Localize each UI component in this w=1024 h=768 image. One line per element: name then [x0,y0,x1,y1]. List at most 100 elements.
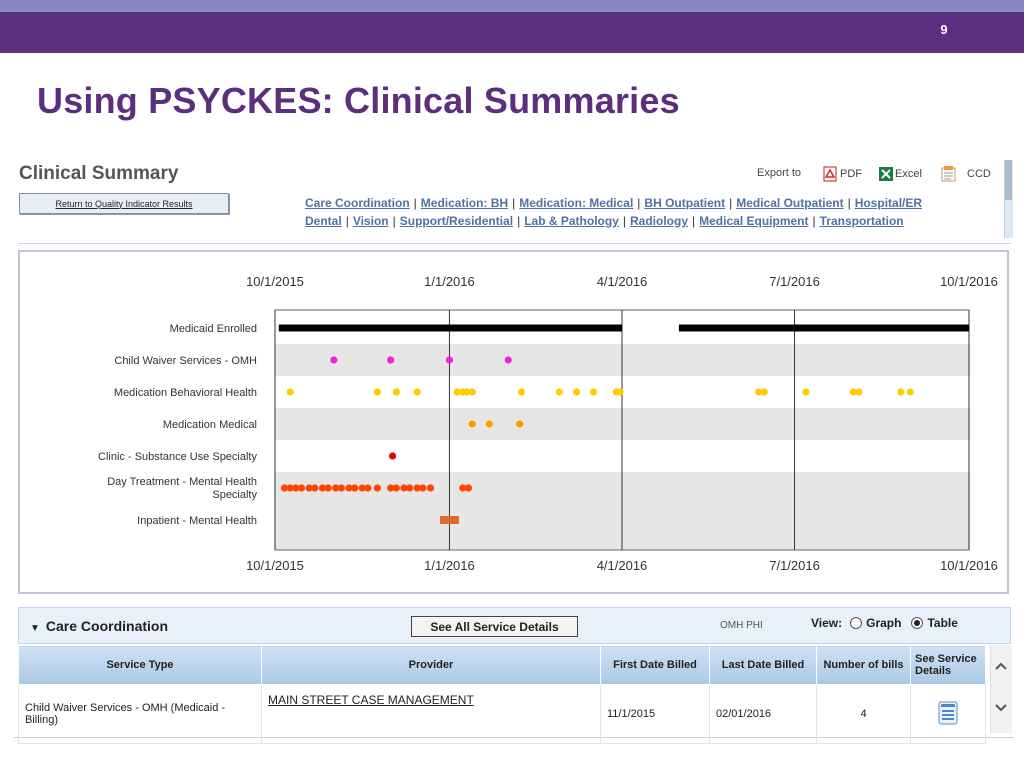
timeline-service-dot [419,484,427,492]
table-header-row: Service Type Provider First Date Billed … [18,645,986,685]
timeline-top-tick-label: 7/1/2016 [769,274,820,289]
timeline-service-dot [426,484,435,492]
ccd-icon [941,166,956,182]
timeline-service-dot [413,388,421,396]
timeline-bar-segment [278,324,622,332]
timeline-service-dot [468,420,476,428]
cell-service-type: Child Waiver Services - OMH (Medicaid - … [18,684,262,744]
cell-see-details [910,684,986,744]
collapse-triangle-icon[interactable]: ▼ [30,623,40,634]
timeline-row-label: Specialty [212,489,257,501]
timeline-bottom-tick-label: 7/1/2016 [769,558,820,573]
timeline-service-dot [897,388,905,396]
timeline-service-dot [292,484,300,492]
export-excel-label: Excel [895,168,922,180]
timeline-row-label: Medicaid Enrolled [170,323,257,335]
provider-link[interactable]: MAIN STREET CASE MANAGEMENT [268,693,474,707]
column-provider: Provider [261,645,601,685]
timeline-row-label: Clinic - Substance Use Specialty [98,451,257,463]
care-coordination-title[interactable]: ▼ Care Coordination [30,618,168,634]
view-label: View: [811,616,843,630]
view-toggle: View: Graph Table [811,616,958,630]
timeline-service-dot [373,388,381,396]
link-medication-bh[interactable]: Medication: BH [420,196,509,210]
timeline-service-dot [311,484,319,492]
scroll-up-icon[interactable] [995,662,1007,670]
timeline-service-dot [337,484,345,492]
timeline-service-dot [387,484,395,492]
export-to-label: Export to [757,167,802,179]
timeline-row-label: Inpatient - Mental Health [137,515,257,527]
timeline-service-dot [286,484,294,492]
timeline-row-label: Medication Medical [163,419,257,431]
view-table-label[interactable]: Table [927,616,958,630]
timeline-service-dot [754,388,763,396]
link-medical-outpatient[interactable]: Medical Outpatient [736,196,844,210]
timeline-service-dot [351,484,359,492]
table-row: Child Waiver Services - OMH (Medicaid - … [18,684,986,744]
timeline-service-dot [616,388,624,396]
link-care-coordination[interactable]: Care Coordination [305,196,410,210]
column-service-type: Service Type [18,645,262,685]
timeline-service-dot [485,420,493,428]
timeline-service-dot [462,388,471,396]
export-pdf-button[interactable]: PDF [823,166,862,182]
timeline-service-dot [387,356,395,364]
table-scrollbar[interactable] [990,645,1012,733]
link-vision[interactable]: Vision [352,214,389,228]
timeline-service-dot [555,388,564,396]
timeline-service-dot [388,452,397,460]
service-links-row-1: Care Coordination | Medication: BH | Medicat… [305,196,923,210]
link-medication-medical[interactable]: Medication: Medical [519,196,634,210]
care-coordination-table: Service Type Provider First Date Billed … [18,645,986,744]
cell-number-of-bills: 4 [816,684,911,744]
link-lab-pathology[interactable]: Lab & Pathology [524,214,619,228]
timeline-row-label: Medication Behavioral Health [114,387,257,399]
see-all-service-details-button[interactable]: See All Service Details [411,616,578,637]
export-ccd-label: CCD [967,168,991,180]
timeline-service-dot [330,356,338,364]
timeline-row-label: Child Waiver Services - OMH [114,355,257,367]
export-ccd-button[interactable]: CCD [941,166,991,182]
column-first-date-billed: First Date Billed [600,645,710,685]
timeline-service-dot [464,484,473,492]
timeline-service-dot [504,356,512,364]
link-hospital-er[interactable]: Hospital/ER [854,196,923,210]
timeline-service-dot [364,484,372,492]
link-bh-outpatient[interactable]: BH Outpatient [644,196,726,210]
timeline-service-dot [517,388,526,396]
view-graph-label[interactable]: Graph [866,616,902,630]
link-dental[interactable]: Dental [305,214,342,228]
cell-first-date: 11/1/2015 [600,684,710,744]
link-transportation[interactable]: Transportation [819,214,904,228]
link-radiology[interactable]: Radiology [630,214,689,228]
header-scrollbar-thumb[interactable] [1005,160,1012,200]
link-medical-equipment[interactable]: Medical Equipment [699,214,809,228]
timeline-bottom-tick-label: 10/1/2015 [246,558,304,573]
timeline-top-tick-label: 4/1/2016 [597,274,648,289]
timeline-service-dot [392,484,400,492]
timeline-service-dot [332,484,340,492]
timeline-service-dot [445,356,454,364]
link-support-residential[interactable]: Support/Residential [399,214,514,228]
timeline-bottom-tick-label: 1/1/2016 [424,558,475,573]
scroll-down-icon[interactable] [995,704,1007,712]
view-table-radio[interactable] [911,617,924,629]
timeline-top-tick-label: 1/1/2016 [424,274,475,289]
timeline-service-dot [392,388,400,396]
slide-header-bar [0,12,1024,53]
timeline-service-dot [400,484,408,492]
service-details-icon[interactable] [938,701,958,728]
service-timeline-chart: 10/1/2015 10/1/2015 1/1/2016 1/1/2016 4/1/20… [98,274,998,573]
return-to-quality-indicator-button[interactable]: Return to Quality Indicator Results [19,193,229,214]
cell-provider: MAIN STREET CASE MANAGEMENT [261,684,601,744]
timeline-service-dot [802,388,810,396]
timeline-bottom-tick-label: 4/1/2016 [597,558,648,573]
timeline-top-tick-label: 10/1/2016 [940,274,998,289]
export-pdf-label: PDF [840,168,862,180]
timeline-bar-segment [439,516,459,524]
timeline-service-dot [849,388,857,396]
export-excel-button[interactable]: Excel [878,166,922,182]
view-graph-radio[interactable] [850,617,863,629]
timeline-service-dot [358,484,366,492]
